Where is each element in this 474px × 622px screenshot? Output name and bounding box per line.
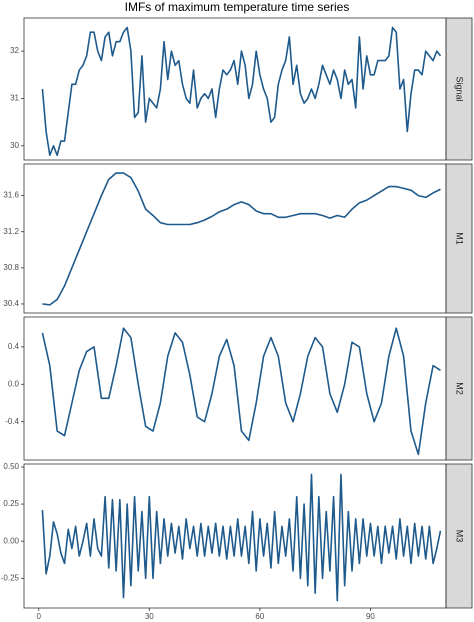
- x-tick-label: 0: [37, 612, 42, 621]
- y-tick-label: 0.50: [3, 462, 19, 471]
- y-tick-label: 31.2: [3, 227, 19, 236]
- y-tick-label: 30.8: [3, 263, 19, 272]
- series-line: [41, 327, 441, 456]
- panel-background: [24, 164, 446, 313]
- x-tick-label: 30: [145, 612, 154, 621]
- strip: [445, 316, 473, 461]
- y-tick-label: 31.6: [3, 191, 19, 200]
- panel-border: [23, 316, 447, 461]
- strip: [445, 463, 473, 609]
- strip-label: Signal: [455, 76, 465, 101]
- strip-label: M1: [455, 232, 465, 245]
- panel-border: [23, 163, 447, 314]
- strip-label: M3: [455, 530, 465, 543]
- y-tick-label: 0.00: [3, 536, 19, 545]
- y-tick-label: 31: [10, 94, 19, 103]
- panel-border: [23, 463, 447, 609]
- panel-background: [24, 317, 446, 460]
- x-tick-label: 60: [255, 612, 264, 621]
- strip: [445, 17, 473, 161]
- y-tick-label: 30.4: [3, 299, 19, 308]
- panel-background: [24, 464, 446, 608]
- y-tick-label: 0.4: [8, 342, 20, 351]
- y-tick-label: 30: [10, 141, 19, 150]
- strip-label: M2: [455, 382, 465, 395]
- y-tick-label: 0.0: [8, 379, 20, 388]
- y-tick-label: -0.25: [1, 573, 20, 582]
- series-line: [41, 473, 442, 602]
- chart-title: IMFs of maximum temperature time series: [125, 0, 350, 14]
- panel-background: [24, 18, 446, 160]
- series-line: [42, 172, 441, 306]
- panel-border: [23, 17, 447, 161]
- strip: [445, 163, 473, 314]
- series-line: [41, 26, 442, 157]
- y-tick-label: 0.25: [3, 499, 19, 508]
- y-tick-label: -0.4: [5, 417, 19, 426]
- y-tick-label: 32: [10, 46, 19, 55]
- x-tick-label: 90: [366, 612, 375, 621]
